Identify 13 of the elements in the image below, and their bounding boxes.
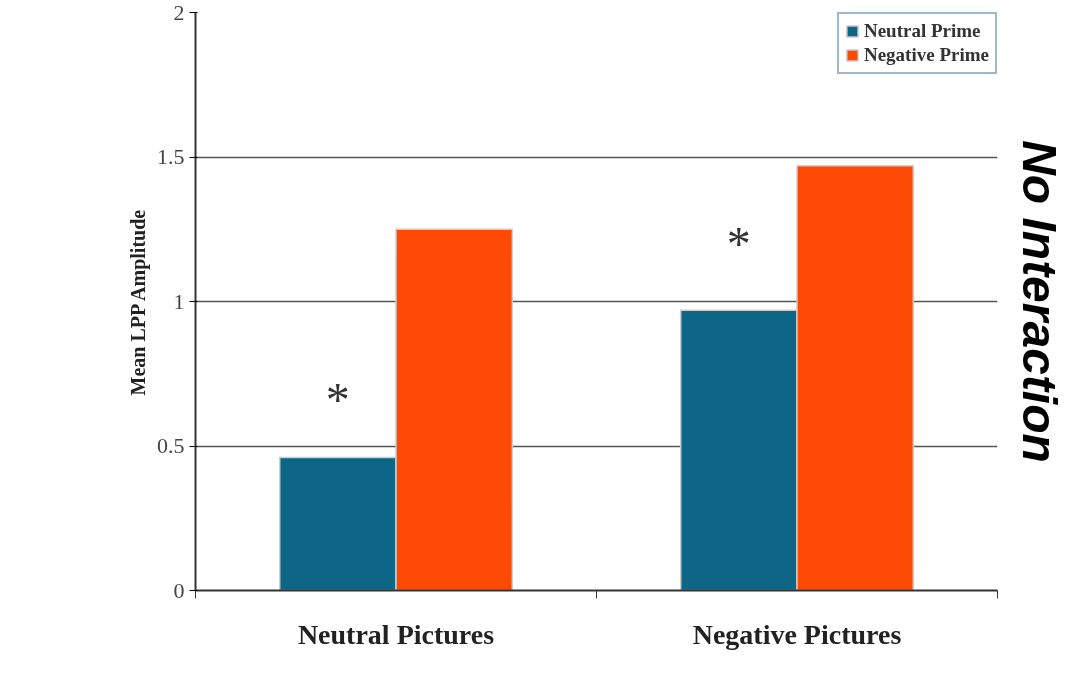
legend-label: Neutral Prime [863,20,981,42]
text: No Interaction [1012,140,1066,463]
y-tick-label: 1.5 [157,144,185,169]
x-tick-label: Neutral Pictures [297,618,495,650]
annotation: * [325,373,350,427]
y-tick-label: 2 [173,0,185,25]
x-tick-label: Negative Pictures [692,618,902,650]
y-tick-label: 0 [173,577,185,603]
y-tick-label: 0.5 [157,433,185,458]
legend-label: Negative Prime [863,44,989,66]
y-axis-title: Mean LPP Amplitude [127,209,150,396]
y-tick-label: 1 [173,288,185,314]
annotation: * [726,217,751,271]
